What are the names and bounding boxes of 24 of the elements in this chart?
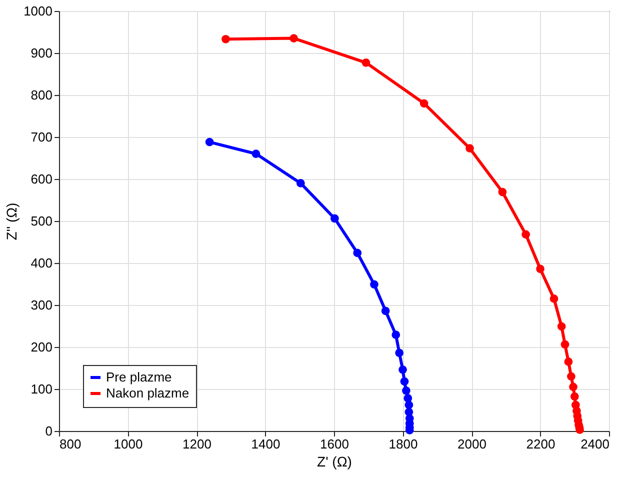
x-tick-label: 1200 [182,436,212,452]
x-axis-title: Z' (Ω) [317,454,352,470]
x-tick-label: 1800 [388,436,418,452]
y-tick-label: 500 [30,214,52,228]
y-tick-label: 0 [45,424,52,438]
y-tick-label: 900 [30,46,52,60]
y-tick-label: 100 [30,382,52,396]
y-tick-label: 600 [30,172,52,186]
y-axis-title: Z'' (Ω) [4,202,20,240]
x-tick-label: 1400 [251,436,280,452]
y-tick-label: 800 [30,88,52,102]
legend-label: Nakon plazme [106,386,190,400]
y-tick-label: 200 [30,340,52,354]
x-tick-label: 2000 [458,436,486,452]
y-tick-label: 400 [30,256,52,270]
y-tick-label: 700 [30,130,52,144]
x-tick-label: 2200 [526,436,556,452]
y-tick-label: 300 [30,298,52,312]
x-tick-label: 1000 [114,436,143,452]
x-tick-label: 800 [60,436,82,452]
y-tick-label: 1000 [24,4,52,18]
legend-label: Pre plazme [106,370,172,384]
x-tick-label: 2400 [580,436,610,452]
x-tick-label: 1600 [320,436,349,452]
